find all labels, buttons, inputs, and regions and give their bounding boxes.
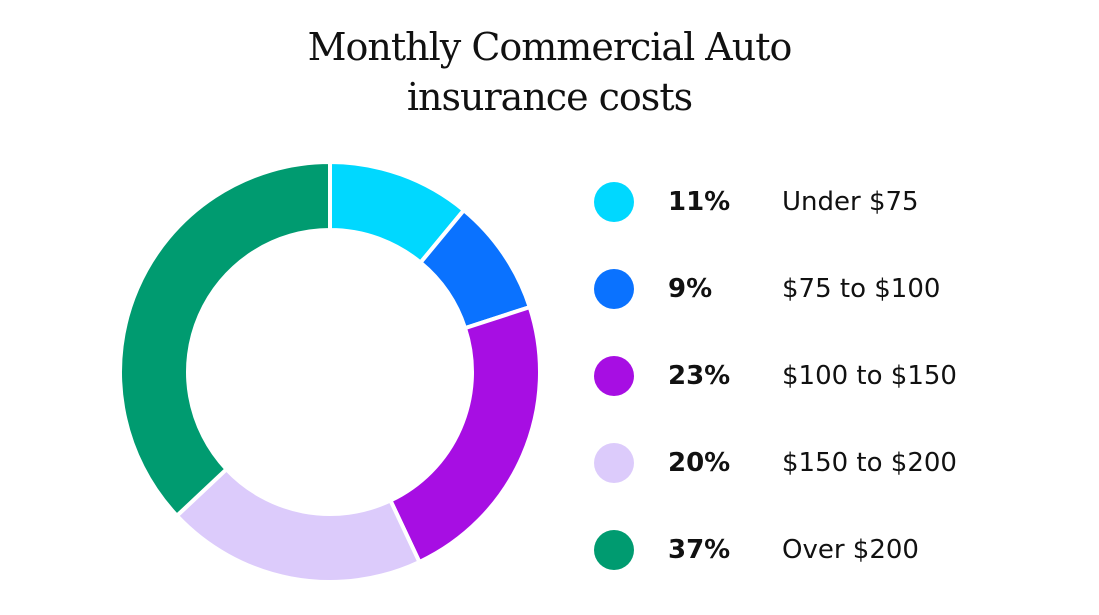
- donut-slice-4: [174, 466, 423, 584]
- legend-label: $100 to $150: [782, 361, 957, 391]
- legend-swatch: [594, 356, 634, 396]
- chart-title-line-1: Monthly Commercial Auto: [307, 25, 793, 69]
- donut-chart: [118, 159, 542, 584]
- legend-swatch: [594, 182, 634, 222]
- chart-title: Monthly Commercial Auto insurance costs: [0, 22, 1099, 122]
- legend-item-2: 9% $75 to $100: [594, 259, 1074, 346]
- donut-slice-5: [118, 159, 332, 519]
- legend-swatch: [594, 530, 634, 570]
- legend-percent: 23%: [668, 361, 731, 391]
- legend-percent: 9%: [668, 274, 713, 304]
- legend-label: $150 to $200: [782, 448, 957, 478]
- legend-swatch: [594, 443, 634, 483]
- legend-swatch: [594, 269, 634, 309]
- chart-title-line-2: insurance costs: [406, 75, 693, 119]
- legend-label: Over $200: [782, 535, 919, 565]
- legend-item-5: 37% Over $200: [594, 520, 1074, 607]
- chart-legend: 11% Under $75 9% $75 to $100 23% $100 to $150…: [594, 172, 1074, 607]
- legend-item-4: 20% $150 to $200: [594, 433, 1074, 520]
- legend-item-3: 23% $100 to $150: [594, 346, 1074, 433]
- legend-percent: 37%: [668, 535, 731, 565]
- legend-percent: 11%: [668, 187, 731, 217]
- legend-percent: 20%: [668, 448, 731, 478]
- legend-label: Under $75: [782, 187, 919, 217]
- donut-slice-3: [387, 304, 542, 565]
- legend-label: $75 to $100: [782, 274, 941, 304]
- legend-item-1: 11% Under $75: [594, 172, 1074, 259]
